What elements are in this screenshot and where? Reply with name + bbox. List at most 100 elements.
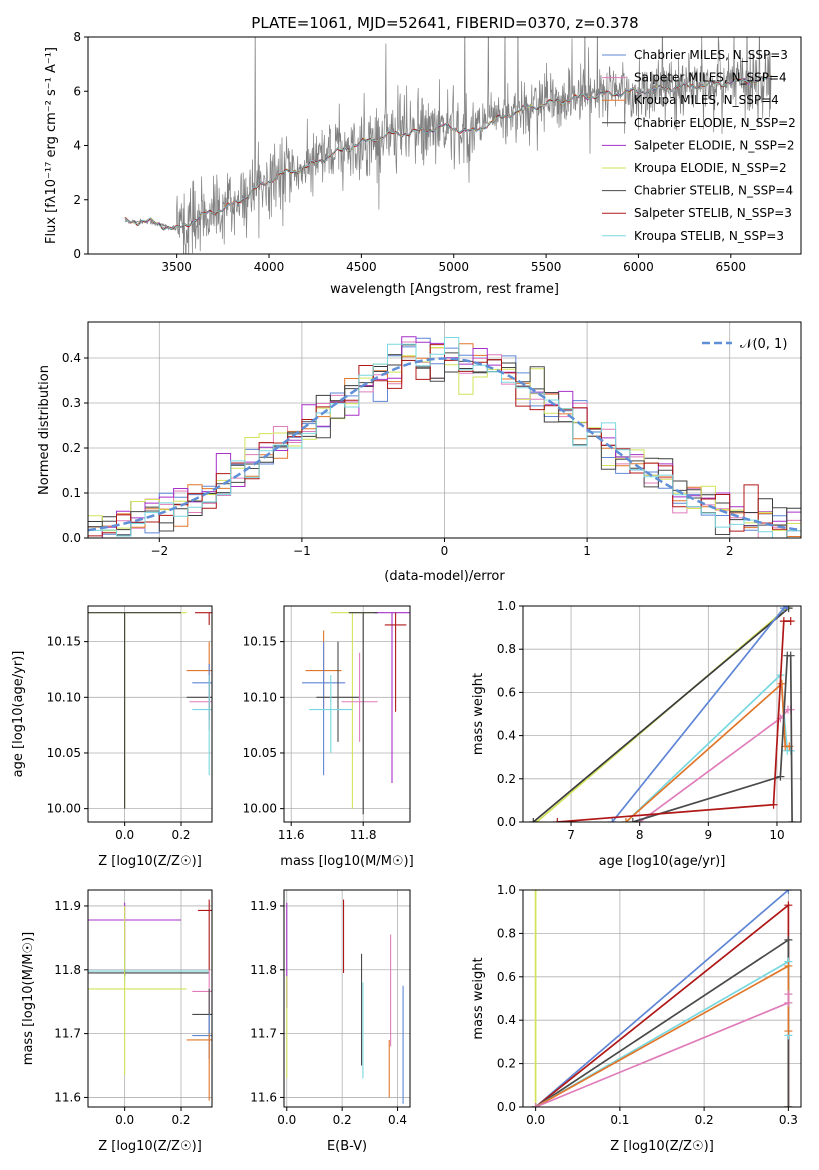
legend-label: Kroupa MILES, N_SSP=4 [634,93,779,107]
y-axis-label: mass [log10(M/M☉)] [21,932,36,1065]
weight-marker-chabrier_stelib [786,651,795,660]
weight-marker-kroupa_elodie [531,890,540,894]
x-tick-label: 0.2 [695,1113,714,1127]
x-tick-label: 4000 [254,260,285,274]
legend-label: 𝒩(0, 1) [740,337,787,352]
x-tick-label: 5000 [438,260,469,274]
legend: Chabrier MILES, N_SSP=3 Salpeter MILES, N… [602,48,796,243]
weight-line-salpeter_stelib [557,620,791,822]
weight-marker-kroupa_miles [777,679,786,688]
y-tick-label: 10.15 [47,635,81,649]
y-tick-label: 10.15 [243,635,277,649]
y-tick-label: 11.9 [54,899,81,913]
y-axis-label: Flux [fλ10⁻¹⁷ erg cm⁻² s⁻¹ A⁻¹] [44,47,59,244]
x-tick-label: 2 [726,544,734,558]
x-tick-label: 9 [705,828,713,842]
weight-marker-chabrier_elodie [529,818,538,822]
errorbar-chabrier_elodie [348,612,378,815]
weight-marker-salpeter_miles [784,998,793,1007]
plot-area [124,37,772,254]
y-tick-label: 1.0 [497,883,516,897]
legend-label: Salpeter STELIB, N_SSP=3 [634,206,792,220]
x-axis-label: Z [log10(Z/Z☉)] [98,1139,202,1154]
plot-area [302,612,410,815]
errorbar-kroupa_elodie [330,612,374,809]
weight-marker-salpeter_miles [784,990,793,999]
x-tick-label: −2 [150,544,168,558]
y-tick-label: 0.2 [497,772,516,786]
x-tick-label: 3500 [161,260,192,274]
x-axis-label: Z [log10(Z/Z☉)] [98,854,202,869]
weight-marker-chabrier_miles [608,818,617,822]
y-tick-label: 8 [73,30,81,44]
x-axis-label: wavelength [Angstrom, rest frame] [330,282,559,297]
plot-area [529,606,797,822]
x-tick-label: 11.8 [350,828,377,842]
normal-reference-curve [88,357,801,532]
weight-line-salpeter_miles [535,994,790,1107]
histogram-kroupa_stelib [88,337,801,538]
axes-frame [283,605,411,823]
data-spectrum-line [124,37,772,254]
x-tick-label: 7 [567,828,575,842]
y-tick-label: 11.6 [54,1090,81,1104]
y-tick-label: 0.0 [497,1100,516,1114]
y-tick-label: 4 [73,139,81,153]
weight-line-kroupa_miles [625,681,790,822]
x-tick-label: 6500 [716,260,747,274]
x-axis-label: age [log10(age/yr)] [599,854,726,869]
x-tick-label: 0.2 [171,828,190,842]
legend-label: Salpeter ELODIE, N_SSP=2 [634,138,795,152]
x-tick-label: 0 [441,544,449,558]
chart-title: PLATE=1061, MJD=52641, FIBERID=0370, z=0… [251,14,638,32]
weight-line-chabrier_miles [611,606,788,822]
x-tick-label: 0.1 [610,1113,629,1127]
y-tick-label: 10.00 [243,802,277,816]
y-tick-label: 11.9 [250,899,277,913]
plot-area [286,899,404,1104]
panel-weight_vs_age: 7 8 9 10 0.0 0.2 0.4 0.6 0.8 1.0 age [log10(age/yr… [471,599,802,869]
panel-weight_vs_Z: 0.0 0.1 0.2 0.3 0.0 0.2 0.4 0.6 0.8 1.0 Z [log10(Z… [471,883,802,1154]
errorbar-salpeter_stelib [197,899,212,970]
y-tick-label: 10.10 [243,690,277,704]
weight-line-kroupa_miles [535,964,790,1107]
y-axis-label: mass weight [471,957,486,1039]
errorbar-kroupa_miles [186,1033,212,1101]
legend-label: Chabrier ELODIE, N_SSP=2 [634,116,796,130]
y-tick-label: 0.4 [497,1013,516,1027]
errorbar-salpeter_miles [341,652,378,742]
x-axis-label: (data-model)/error [384,569,505,584]
weight-marker-chabrier_miles [783,606,792,610]
weight-marker-chabrier_stelib [788,818,797,822]
weight-marker-kroupa_miles [621,818,630,822]
weight-marker-chabrier_miles [784,890,793,894]
errorbar-salpeter_stelib [384,612,407,712]
x-tick-label: 0.2 [171,1113,190,1127]
y-tick-label: 0.6 [497,685,516,699]
y-tick-label: 0.2 [62,441,81,455]
weight-marker-chabrier_stelib [628,818,637,822]
axes-frame [283,889,411,1108]
panel-age_vs_Z: 0.0 0.2 10.00 10.05 10.10 10.15 Z [log10(Z/Z☉)… [11,605,213,869]
legend-label: Salpeter MILES, N_SSP=4 [634,71,787,85]
y-tick-label: 11.6 [250,1090,277,1104]
x-tick-label: 6000 [623,260,654,274]
x-tick-label: 8 [636,828,644,842]
x-axis-label: E(B-V) [327,1139,367,1154]
y-tick-label: 2 [73,193,81,207]
y-tick-label: 11.7 [54,1027,81,1041]
errorbar-chabrier_miles [302,641,346,776]
weight-marker-salpeter_stelib [784,901,793,910]
x-tick-label: 1 [583,544,591,558]
axes-frame [87,605,213,823]
plot-area [88,336,801,538]
weight-line-chabrier_miles [535,890,789,1107]
y-tick-label: 11.7 [250,1027,277,1041]
axes-frame [87,889,213,1108]
x-tick-label: 0.2 [333,1113,352,1127]
x-tick-label: 0.3 [779,1113,798,1127]
axes-frame [522,605,802,823]
errorbar-salpeter_stelib [195,612,212,625]
y-tick-label: 11.8 [250,963,277,977]
